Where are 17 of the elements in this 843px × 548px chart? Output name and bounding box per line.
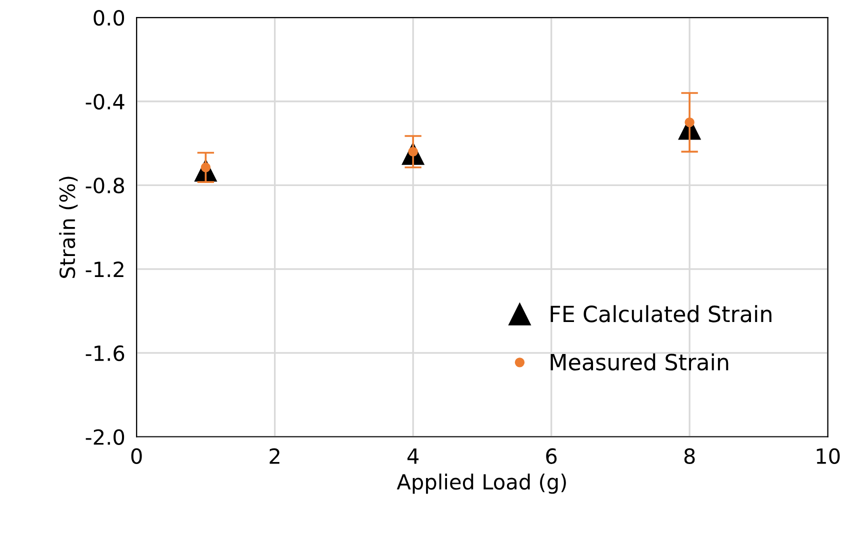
- x-tick-label: 2: [270, 448, 280, 464]
- x-tick-label: 6: [546, 448, 557, 464]
- legend-label: Measured Strain: [550, 353, 728, 371]
- y-tick-label: -1.2: [86, 262, 124, 277]
- x-tick-label: 8: [684, 448, 695, 464]
- x-tick-label: 4: [407, 448, 419, 464]
- y-tick-label: 0.0: [94, 10, 124, 26]
- y-tick-label: -0.8: [86, 178, 124, 194]
- x-tick-label: 10: [816, 448, 840, 464]
- y-tick-label: -1.6: [86, 345, 124, 362]
- y-tick-label: -2.0: [86, 429, 124, 445]
- y-tick-label: -0.4: [86, 94, 124, 110]
- x-tick-label: 0: [131, 448, 142, 464]
- x-axis-title: Applied Load (g): [396, 474, 566, 494]
- y-axis-title: Strain (%): [59, 176, 78, 278]
- legend-label: FE Calculated Strain: [550, 305, 772, 322]
- point: [684, 117, 694, 128]
